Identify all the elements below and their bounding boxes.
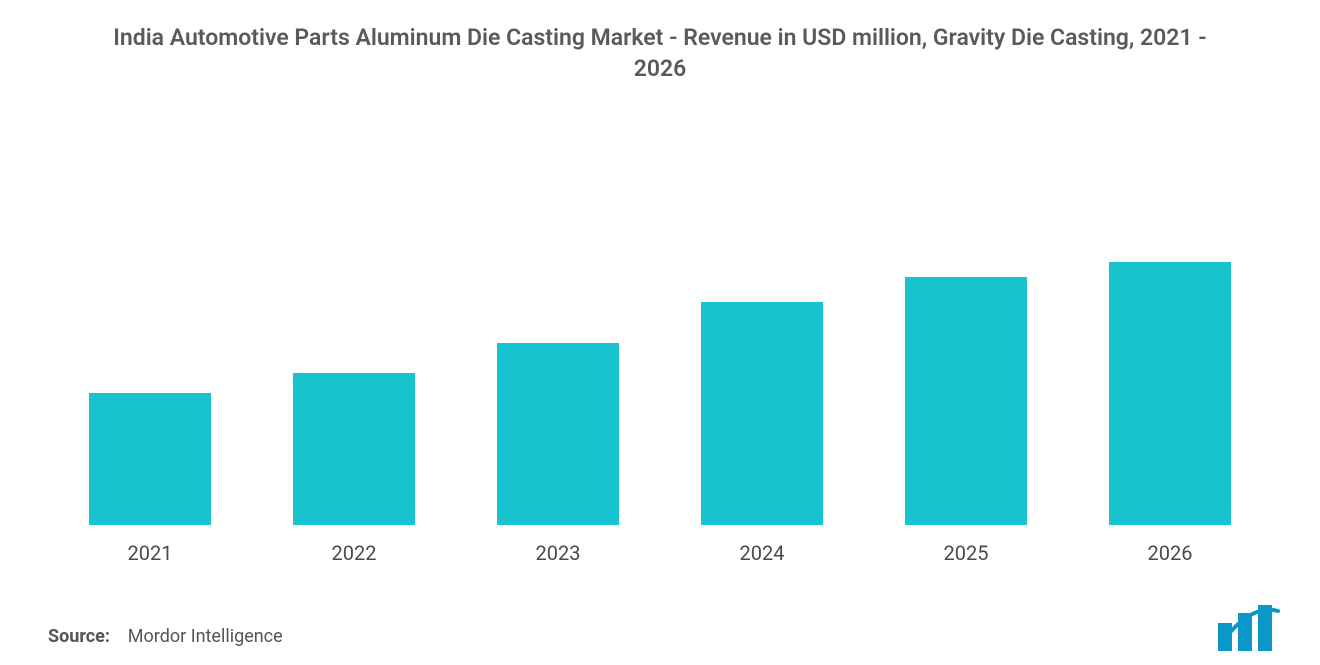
x-tick-label: 2025 bbox=[944, 541, 989, 565]
bar bbox=[905, 277, 1027, 525]
chart-title: India Automotive Parts Aluminum Die Cast… bbox=[110, 22, 1210, 84]
bar bbox=[1109, 262, 1231, 525]
x-tick-label: 2026 bbox=[1148, 541, 1193, 565]
x-tick-label: 2022 bbox=[332, 541, 377, 565]
source-prefix: Source: bbox=[48, 626, 110, 647]
bar bbox=[293, 373, 415, 525]
chart-container: 2021 2022 2023 2024 2025 2026 bbox=[48, 120, 1272, 565]
bar bbox=[701, 302, 823, 525]
x-tick-label: 2021 bbox=[128, 541, 173, 565]
source-value: Mordor Intelligence bbox=[128, 626, 283, 647]
plot-area bbox=[48, 120, 1272, 525]
x-axis-labels: 2021 2022 2023 2024 2025 2026 bbox=[48, 525, 1272, 565]
bar bbox=[497, 343, 619, 525]
brand-logo-icon bbox=[1216, 605, 1284, 651]
x-tick-label: 2024 bbox=[740, 541, 785, 565]
source-footer: Source: Mordor Intelligence bbox=[48, 626, 283, 647]
x-tick-label: 2023 bbox=[536, 541, 581, 565]
bar bbox=[89, 393, 211, 525]
